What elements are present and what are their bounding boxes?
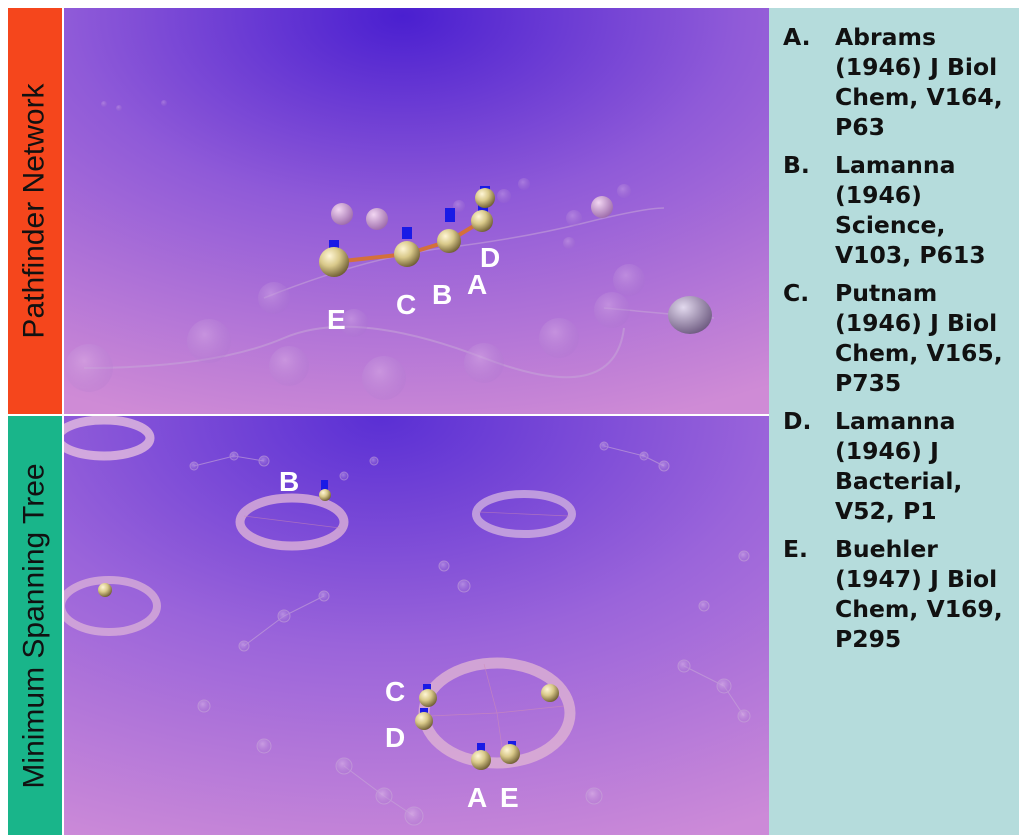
legend-letter: A.	[783, 23, 811, 51]
legend-item: E. Buehler (1947) J Biol Chem, V169, P29…	[783, 534, 1009, 654]
pathfinder-network-graphic	[64, 8, 769, 414]
node-a	[471, 750, 491, 770]
node-label-a: A	[467, 782, 488, 813]
grey-node	[668, 296, 712, 334]
minimum-spanning-tree-graphic	[64, 416, 769, 835]
node-e	[319, 247, 349, 277]
minimum-spanning-tree-scene: B C D A E	[64, 416, 769, 835]
legend-text: Lamanna (1946) Science, V103, P613	[835, 151, 986, 269]
legend-item: D. Lamanna (1946) J Bacterial, V52, P1	[783, 406, 1009, 526]
node-c	[419, 689, 437, 707]
node-label-e: E	[327, 304, 346, 335]
legend-item: B. Lamanna (1946) Science, V103, P613	[783, 150, 1009, 270]
background-tree	[189, 441, 751, 826]
node-d	[415, 712, 433, 730]
node-b	[437, 229, 461, 253]
node-e	[500, 744, 520, 764]
legend-text: Abrams (1946) J Biol Chem, V164, P63	[835, 23, 1003, 141]
legend-item: C. Putnam (1946) J Biol Chem, V165, P735	[783, 278, 1009, 398]
highlight-node	[98, 583, 112, 597]
node-c	[394, 241, 420, 267]
node-label-c: C	[396, 289, 417, 320]
pink-node	[366, 208, 388, 230]
node-label-d: D	[480, 242, 501, 273]
pink-node	[331, 203, 353, 225]
node-label-b: B	[432, 279, 453, 310]
node-label-a: A	[467, 269, 488, 300]
mst-highlight-nodes	[98, 480, 559, 770]
node-label-d: D	[385, 722, 406, 753]
reference-legend: A. Abrams (1946) J Biol Chem, V164, P63 …	[769, 8, 1019, 835]
legend-letter: E.	[783, 535, 808, 563]
minimum-spanning-tree-label-text: Minimum Spanning Tree	[18, 462, 51, 789]
pink-node	[591, 196, 613, 218]
node-d	[475, 188, 495, 208]
highlight-node	[541, 684, 559, 702]
minimum-spanning-tree-label: Minimum Spanning Tree	[8, 416, 62, 835]
legend-text: Lamanna (1946) J Bacterial, V52, P1	[835, 407, 963, 525]
pathfinder-network-label: Pathfinder Network	[8, 8, 62, 414]
pathfinder-network-scene: E C B A D	[64, 8, 769, 414]
legend-letter: B.	[783, 151, 810, 179]
background-network	[65, 100, 715, 400]
node-label-b: B	[279, 466, 300, 497]
node-label-c: C	[385, 676, 406, 707]
pathfinder-network-label-text: Pathfinder Network	[18, 83, 51, 339]
legend-letter: D.	[783, 407, 812, 435]
node-b	[319, 489, 331, 501]
legend-text: Buehler (1947) J Biol Chem, V169, P295	[835, 535, 1003, 653]
legend-item: A. Abrams (1946) J Biol Chem, V164, P63	[783, 22, 1009, 142]
legend-letter: C.	[783, 279, 810, 307]
node-a	[471, 210, 493, 232]
pathfinder-highlight-path	[319, 186, 495, 277]
node-label-e: E	[500, 782, 519, 813]
legend-text: Putnam (1946) J Biol Chem, V165, P735	[835, 279, 1003, 397]
